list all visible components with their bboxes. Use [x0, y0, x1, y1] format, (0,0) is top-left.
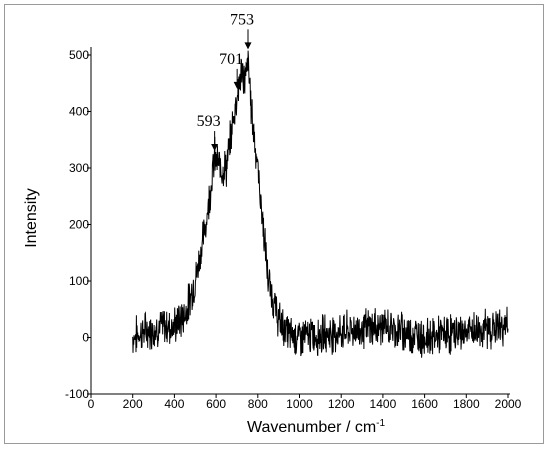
x-tick-label: 800	[248, 397, 268, 411]
x-tick-label: 2000	[495, 397, 522, 411]
y-tick-label: 200	[69, 218, 89, 232]
y-tick-label: 100	[69, 274, 89, 288]
peak-label: 593	[197, 113, 221, 130]
peak-label: 753	[230, 11, 254, 28]
y-tick-label: 300	[69, 161, 89, 175]
peak-annotation: 593	[197, 113, 221, 152]
y-tick-label: 0	[82, 331, 89, 345]
y-tick-label: -100	[65, 387, 89, 401]
x-tick-label: 600	[206, 397, 226, 411]
y-tick-label: 500	[69, 48, 89, 62]
x-axis-title-text: Wavenumber / cm	[247, 419, 376, 436]
peak-annotation: 701	[219, 51, 243, 89]
x-tick-label: 0	[88, 397, 95, 411]
x-axis-title: Wavenumber / cm-1	[247, 418, 386, 436]
x-tick-label: 1200	[328, 397, 355, 411]
arrow-head	[211, 144, 219, 152]
figure-frame	[4, 4, 544, 444]
x-tick-label: 1800	[453, 397, 480, 411]
spectrum-line	[132, 50, 509, 358]
arrow-head	[233, 81, 241, 89]
x-tick-label: 1000	[286, 397, 313, 411]
axes	[90, 47, 510, 395]
y-ticks: -100 0 100 200 300 400 500	[65, 48, 91, 401]
y-axis-title: Intensity	[23, 188, 40, 248]
x-tick-label: 400	[164, 397, 184, 411]
peak-label: 701	[219, 51, 243, 68]
x-ticks: 0 200 400 600 800 1000 1200 1400 1600 1800 2000	[88, 394, 522, 411]
arrow-head	[244, 42, 252, 50]
y-tick-label: 400	[69, 105, 89, 119]
x-tick-label: 1400	[370, 397, 397, 411]
peak-annotation: 753	[230, 11, 254, 50]
x-axis-title-superscript: -1	[376, 418, 385, 429]
x-tick-label: 200	[123, 397, 143, 411]
peak-annotations: 593 701 753	[197, 11, 254, 152]
x-tick-label: 1600	[411, 397, 438, 411]
